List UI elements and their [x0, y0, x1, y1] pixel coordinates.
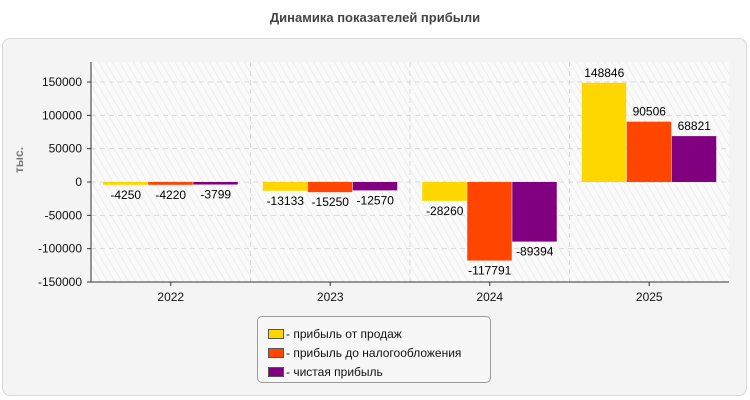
y-tick-label: 100000	[42, 108, 82, 122]
bar-2023-series-2	[307, 182, 353, 193]
y-axis-label: тыс.	[12, 147, 26, 173]
bar-2022-series-3	[193, 182, 238, 185]
legend-item-pretax-profit: - прибыль до налогообложения	[268, 343, 490, 362]
legend-swatch-pretax-profit	[268, 347, 284, 358]
data-label: 68821	[678, 119, 712, 133]
x-tick-label: 2022	[157, 290, 184, 304]
bar-2025-series-1	[581, 82, 627, 182]
bar-2024-series-1	[422, 182, 467, 201]
data-label: -28260	[426, 204, 464, 218]
data-label: 148846	[584, 66, 624, 80]
bar-2024-series-2	[467, 182, 512, 261]
data-label: 90506	[633, 105, 667, 119]
chart-legend: - прибыль от продаж - прибыль до налогоо…	[257, 316, 491, 383]
legend-label-sales-profit: - прибыль от продаж	[286, 326, 402, 341]
legend-swatch-sales-profit	[268, 328, 284, 339]
bar-2023-series-3	[352, 182, 398, 191]
legend-item-net-profit: - чистая прибыль	[268, 362, 490, 381]
chart-title: Динамика показателей прибыли	[269, 10, 481, 25]
bar-2023-series-1	[262, 182, 308, 191]
bar-2022-series-1	[103, 182, 148, 185]
data-label: -12570	[357, 193, 395, 207]
bar-2025-series-2	[626, 121, 672, 182]
data-label: -15250	[312, 195, 350, 209]
bar-2024-series-3	[512, 182, 557, 242]
y-tick-label: -50000	[45, 208, 83, 222]
legend-label-net-profit: - чистая прибыль	[286, 364, 383, 379]
x-tick-label: 2023	[317, 290, 344, 304]
data-label: -117791	[468, 264, 511, 278]
data-label: -4250	[110, 188, 141, 202]
x-tick-label: 2025	[636, 290, 663, 304]
y-tick-label: 0	[75, 175, 82, 189]
y-tick-label: 50000	[49, 142, 83, 156]
legend-label-pretax-profit: - прибыль до налогообложения	[286, 345, 462, 360]
bar-2025-series-3	[671, 136, 717, 182]
data-label: -4220	[155, 188, 186, 202]
data-label: -13133	[267, 194, 305, 208]
legend-item-sales-profit: - прибыль от продаж	[268, 324, 490, 343]
data-label: -3799	[200, 188, 231, 202]
y-tick-label: 150000	[42, 75, 82, 89]
x-tick-label: 2024	[476, 290, 503, 304]
y-tick-label: -150000	[38, 275, 82, 289]
y-tick-label: -100000	[38, 242, 82, 256]
data-label: -89394	[516, 245, 554, 259]
legend-swatch-net-profit	[268, 366, 284, 377]
bar-2022-series-2	[148, 182, 193, 185]
